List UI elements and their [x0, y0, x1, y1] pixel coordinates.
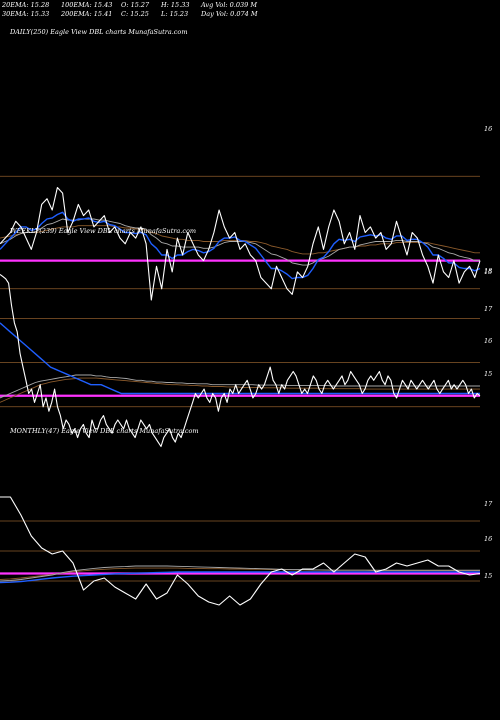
tick-label: 15	[484, 370, 492, 378]
series-price	[0, 186, 481, 301]
stat-day-vol: Day Vol: 0.074 M	[200, 10, 258, 18]
tick-label: 15	[484, 572, 492, 580]
stat-low: L: 15.23	[160, 10, 188, 18]
tick-label: 16	[484, 337, 492, 345]
panel-title: DAILY(250) Eagle View DBL charts MunafaS…	[9, 28, 188, 36]
stat-avg-vol: Avg Vol: 0.039 M	[200, 1, 257, 9]
series-price	[0, 273, 481, 448]
stat-100ema: 100EMA: 15.43	[61, 1, 112, 9]
series-ema-blue	[0, 571, 480, 584]
series-ema-light	[0, 218, 480, 266]
stat-30ema: 30EMA: 15.33	[2, 10, 49, 18]
series-price	[0, 496, 481, 606]
series-ema-blue	[0, 322, 480, 395]
tick-label: 17	[484, 305, 493, 313]
series-ema-light	[0, 565, 480, 582]
panel-title: MONTHLY(47) Eagle View DBL charts Munafa…	[9, 427, 199, 435]
tick-label: 16	[484, 125, 492, 133]
tick-label: 17	[484, 500, 493, 508]
stat-20ema: 20EMA: 15.28	[1, 1, 49, 9]
tick-label: 15	[484, 268, 492, 276]
panel-title: WEEKLY(239) Eagle View DBL charts Munafa…	[10, 227, 196, 235]
chart-panel-2: MONTHLY(47) Eagle View DBL charts Munafa…	[0, 427, 493, 606]
stat-200ema: 200EMA: 15.41	[60, 10, 112, 18]
stat-close: C: 15.25	[121, 10, 149, 18]
series-ema-blue	[0, 211, 481, 280]
tick-label: 18	[484, 267, 492, 275]
header-stats: 20EMA: 15.28 100EMA: 15.43 O: 15.27 H: 1…	[1, 1, 258, 18]
stat-high: H: 15.33	[160, 1, 190, 9]
chart-panel-1: WEEKLY(239) Eagle View DBL charts Munafa…	[0, 227, 493, 448]
tick-label: 16	[484, 535, 492, 543]
chart-panel-0: DAILY(250) Eagle View DBL charts MunafaS…	[0, 28, 492, 301]
stat-open: O: 15.27	[121, 1, 150, 9]
